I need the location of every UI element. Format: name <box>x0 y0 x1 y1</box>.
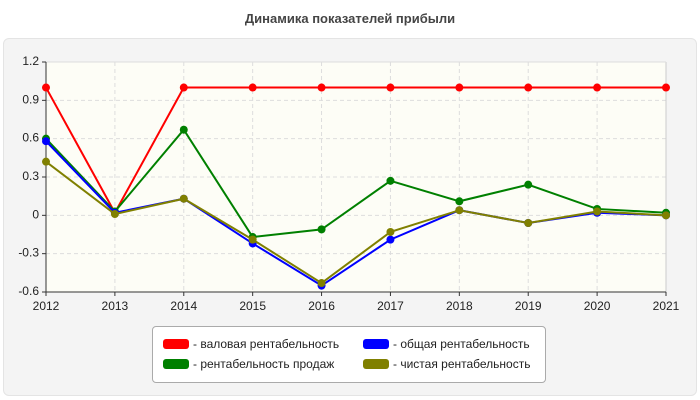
x-tick-label: 2021 <box>653 299 680 313</box>
data-point <box>662 83 670 92</box>
legend-swatch <box>363 339 389 349</box>
y-tick-label: 0 <box>32 207 39 221</box>
x-tick-label: 2016 <box>308 299 335 313</box>
legend-label: - чистая рентабельность <box>393 357 531 371</box>
y-tick-label: 0.9 <box>22 92 39 106</box>
y-tick-label: 0.3 <box>22 169 39 183</box>
y-tick-label: 0.6 <box>22 131 39 145</box>
x-tick-label: 2014 <box>170 299 197 313</box>
data-point <box>386 227 395 236</box>
data-point <box>179 194 188 203</box>
legend-label: - рентабельность продаж <box>193 357 335 371</box>
data-point <box>524 83 533 92</box>
data-point <box>386 176 395 185</box>
data-point <box>317 279 326 288</box>
data-point <box>42 137 50 146</box>
legend-item-gross: - валовая рентабельность <box>163 337 339 351</box>
legend-swatch <box>163 339 189 349</box>
data-point <box>524 180 533 189</box>
legend-item-total: - общая рентабельность <box>363 337 530 351</box>
legend-item-sales: - рентабельность продаж <box>163 357 334 371</box>
series-line <box>45 128 667 239</box>
data-point <box>386 235 395 244</box>
data-point <box>593 83 602 92</box>
y-tick-label: -0.6 <box>18 284 39 298</box>
data-point <box>455 197 464 206</box>
data-point <box>386 83 395 92</box>
data-point <box>248 235 257 244</box>
data-point <box>42 83 50 92</box>
legend-swatch <box>363 359 389 369</box>
data-point <box>110 210 119 219</box>
x-tick-label: 2020 <box>584 299 611 313</box>
x-tick-label: 2018 <box>446 299 473 313</box>
data-point <box>455 206 464 215</box>
x-tick-label: 2015 <box>239 299 266 313</box>
x-tick-label: 2017 <box>377 299 404 313</box>
series-line <box>45 160 667 285</box>
data-point <box>317 225 326 234</box>
data-point <box>593 207 602 216</box>
chart-title: Динамика показателей прибыли <box>244 11 456 26</box>
data-point <box>524 219 533 227</box>
series-line <box>45 86 666 215</box>
legend-item-net: - чистая рентабельность <box>363 357 530 371</box>
data-point <box>248 83 257 92</box>
x-tick-label: 2013 <box>102 299 129 313</box>
data-point <box>179 83 188 92</box>
data-point <box>455 83 464 92</box>
data-point <box>317 83 326 92</box>
data-point <box>662 211 670 220</box>
y-tick-label: 1.2 <box>22 54 39 68</box>
legend: - валовая рентабельность - общая рентабе… <box>152 326 546 383</box>
legend-swatch <box>163 359 189 369</box>
legend-label: - валовая рентабельность <box>193 337 340 351</box>
data-point <box>42 157 50 166</box>
y-tick-label: -0.3 <box>18 246 39 260</box>
legend-label: - общая рентабельность <box>393 337 530 351</box>
x-tick-label: 2012 <box>33 299 60 313</box>
x-tick-label: 2019 <box>515 299 542 313</box>
data-point <box>179 125 188 134</box>
